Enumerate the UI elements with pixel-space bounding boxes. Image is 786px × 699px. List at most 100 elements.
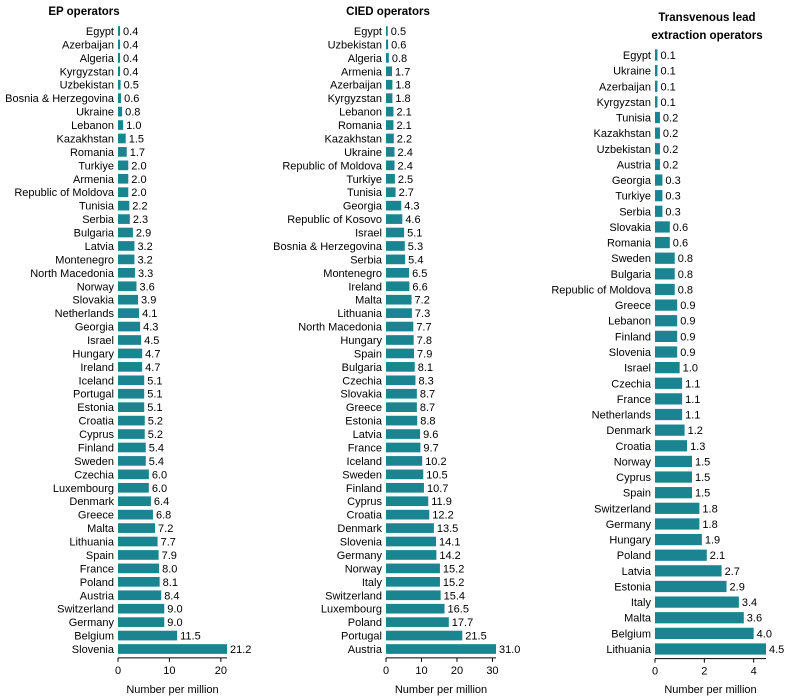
bar xyxy=(655,330,678,342)
value-label: 31.0 xyxy=(499,644,520,656)
category-label: Lebanon xyxy=(339,107,382,119)
x-tick-label: 30 xyxy=(486,665,498,677)
value-label: 9.7 xyxy=(423,442,438,454)
bar xyxy=(118,456,146,466)
value-label: 0.3 xyxy=(665,175,680,187)
bar xyxy=(655,174,663,186)
bar xyxy=(118,603,165,614)
bar xyxy=(118,200,130,211)
bar xyxy=(386,173,395,184)
category-label: Bosnia & Herzegovina xyxy=(273,241,383,253)
value-label: 21.5 xyxy=(465,631,486,643)
value-label: 3.2 xyxy=(137,241,152,253)
value-label: 1.5 xyxy=(695,456,710,468)
value-label: 7.2 xyxy=(415,295,430,307)
value-label: 6.4 xyxy=(154,496,169,508)
value-label: 7.7 xyxy=(416,322,431,334)
bar xyxy=(655,268,675,280)
bar xyxy=(386,93,393,104)
category-label: Lithuania xyxy=(606,644,652,656)
value-label: 0.8 xyxy=(678,253,693,265)
category-label: Denmark xyxy=(606,425,651,437)
value-label: 2.4 xyxy=(398,160,413,172)
bar xyxy=(118,335,142,345)
chart-panel-1: EP operators Egypt 0.4 Azerbaijan 0.4 Algeria… xyxy=(5,6,251,696)
bar xyxy=(118,536,158,547)
chart-title-line-1: Transvenous lead xyxy=(658,12,755,24)
bar xyxy=(386,200,402,211)
bar xyxy=(118,147,127,157)
category-label: Latvia xyxy=(622,566,652,578)
value-label: 4.7 xyxy=(145,348,160,360)
bar xyxy=(655,96,658,108)
category-label: Hungary xyxy=(609,535,651,547)
bar xyxy=(386,308,412,318)
category-label: Lithuania xyxy=(69,537,115,549)
category-label: Ireland xyxy=(348,281,382,293)
bar xyxy=(655,190,663,202)
category-label: Czechia xyxy=(74,469,115,481)
bar xyxy=(386,375,416,386)
category-label: Estonia xyxy=(77,402,115,414)
category-label: Malta xyxy=(87,523,115,535)
bar xyxy=(118,187,129,198)
value-label: 15.4 xyxy=(444,590,465,602)
category-label: Republic of Moldova xyxy=(14,187,115,199)
value-label: 13.5 xyxy=(437,523,458,535)
category-label: Cyprus xyxy=(347,496,382,508)
category-label: Greece xyxy=(346,402,382,414)
bar xyxy=(386,79,393,90)
x-tick-label: 0 xyxy=(383,665,389,677)
bar xyxy=(118,66,121,77)
bar xyxy=(655,596,739,608)
x-axis-label: Number per million xyxy=(126,684,218,696)
value-label: 2.3 xyxy=(133,214,148,226)
value-label: 1.5 xyxy=(695,472,710,484)
chart-title: CIED operators xyxy=(346,6,430,18)
category-label: Ukraine xyxy=(76,107,114,119)
value-label: 3.6 xyxy=(747,613,762,625)
value-label: 8.1 xyxy=(163,577,178,589)
value-label: 2.9 xyxy=(730,581,745,593)
category-label: Portugal xyxy=(73,389,114,401)
bar xyxy=(118,523,156,533)
bar xyxy=(655,424,685,436)
value-label: 1.0 xyxy=(126,120,141,132)
value-label: 0.9 xyxy=(680,347,695,359)
bar xyxy=(655,111,660,124)
category-label: Switzerland xyxy=(594,503,651,515)
category-label: Republic of Moldova xyxy=(282,160,383,172)
value-label: 8.7 xyxy=(420,402,435,414)
x-tick-label: 10 xyxy=(415,665,427,677)
bar xyxy=(655,362,680,374)
value-label: 0.1 xyxy=(660,97,675,109)
category-label: Egypt xyxy=(86,26,114,38)
bar xyxy=(386,321,414,332)
chart-panel-2: CIED operators Egypt 0.5 Uzbekistan 0.6 Alger… xyxy=(273,6,520,696)
value-label: 6.5 xyxy=(412,268,427,280)
value-label: 0.4 xyxy=(123,26,138,38)
value-label: 7.9 xyxy=(162,550,177,562)
bar xyxy=(386,281,410,292)
category-label: Hungary xyxy=(72,348,114,360)
category-label: Spain xyxy=(86,550,114,562)
value-label: 2.1 xyxy=(396,107,411,119)
chart-panel-3: Transvenous lead extraction operatorsEgyp… xyxy=(551,12,784,696)
category-label: Israel xyxy=(624,363,651,375)
bar xyxy=(118,576,160,587)
bar xyxy=(118,388,145,399)
bar xyxy=(118,79,121,90)
category-label: Montenegro xyxy=(323,268,382,280)
category-label: Armenia xyxy=(73,174,115,186)
category-label: Poland xyxy=(348,617,382,629)
bar xyxy=(386,456,423,466)
category-label: Luxembourg xyxy=(53,483,114,495)
category-label: Croatia xyxy=(79,416,115,428)
bar xyxy=(118,39,121,50)
bar xyxy=(118,106,123,117)
value-label: 14.2 xyxy=(439,550,460,562)
bar xyxy=(386,429,421,439)
value-label: 0.3 xyxy=(665,206,680,218)
category-label: Iceland xyxy=(79,375,114,387)
bar xyxy=(386,120,394,130)
